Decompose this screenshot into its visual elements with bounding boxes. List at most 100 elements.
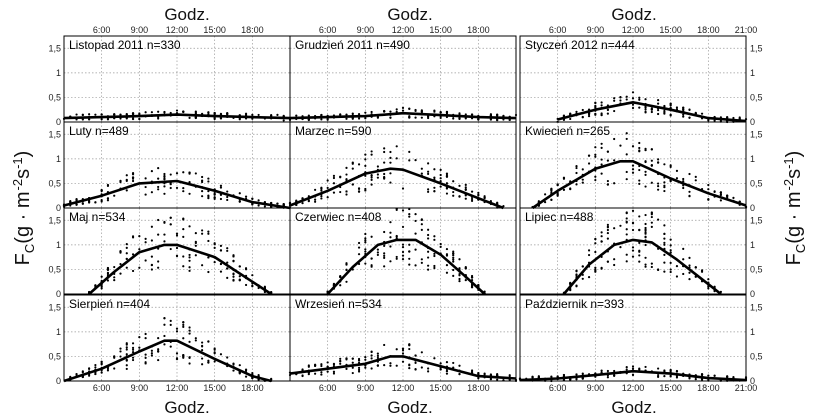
scatter-point <box>125 348 128 351</box>
scatter-point <box>383 343 386 347</box>
scatter-point <box>600 146 603 149</box>
scatter-point <box>144 237 147 241</box>
scatter-point <box>219 270 223 273</box>
scatter-point <box>682 247 685 250</box>
scatter-point <box>713 190 716 194</box>
scatter-point <box>157 337 160 340</box>
scatter-point <box>464 197 467 200</box>
scatter-point <box>587 249 591 252</box>
scatter-point <box>332 176 336 180</box>
scatter-point <box>401 243 405 246</box>
x-tick-label: 12:00 <box>622 25 645 35</box>
scatter-point <box>439 177 442 180</box>
scatter-point <box>663 243 666 246</box>
scatter-point <box>125 257 128 260</box>
x-axis-label-top-2: Godz. <box>387 5 432 24</box>
scatter-point <box>131 117 135 120</box>
scatter-point <box>213 351 216 354</box>
scatter-point <box>594 105 597 108</box>
scatter-point <box>307 200 310 203</box>
scatter-point <box>150 349 153 352</box>
scatter-point <box>138 346 141 349</box>
scatter-point <box>575 183 578 186</box>
scatter-point <box>194 172 197 175</box>
scatter-point <box>669 113 672 116</box>
scatter-point <box>726 375 729 378</box>
scatter-point <box>395 257 398 260</box>
scatter-point <box>138 336 141 339</box>
scatter-point <box>364 174 367 177</box>
scatter-point <box>433 357 436 360</box>
scatter-point <box>650 164 653 167</box>
scatter-point <box>625 212 628 215</box>
scatter-point <box>657 374 660 378</box>
scatter-point <box>188 329 191 332</box>
scatter-point <box>401 254 405 257</box>
scatter-point <box>644 108 647 111</box>
scatter-point <box>688 264 691 267</box>
scatter-point <box>477 191 480 194</box>
scatter-point <box>163 174 166 178</box>
scatter-point <box>125 364 128 367</box>
scatter-point <box>638 96 641 99</box>
scatter-point <box>232 260 235 263</box>
scatter-point <box>194 116 197 119</box>
scatter-point <box>414 367 417 371</box>
scatter-point <box>644 160 647 164</box>
scatter-point <box>631 103 635 106</box>
scatter-point <box>339 357 342 360</box>
scatter-point <box>458 258 461 261</box>
scatter-point <box>345 173 348 176</box>
scatter-point <box>182 356 185 359</box>
scatter-point <box>445 247 449 251</box>
scatter-point <box>364 239 367 242</box>
scatter-point <box>339 275 342 278</box>
scatter-point <box>106 279 110 282</box>
scatter-point <box>433 168 436 171</box>
scatter-point <box>100 371 103 374</box>
x-tick-label: 12:00 <box>166 383 189 393</box>
scatter-point <box>408 215 411 218</box>
scatter-point <box>625 228 628 231</box>
scatter-point <box>594 270 597 273</box>
scatter-point <box>232 369 235 372</box>
y-tick-label: 1 <box>750 68 755 78</box>
scatter-point <box>445 253 449 256</box>
panel-7: Maj n=534 0 0,5 1 1,5 <box>48 207 291 299</box>
scatter-point <box>244 195 248 198</box>
scatter-point <box>575 284 578 287</box>
panel-title: Kwiecień n=265 <box>525 124 610 138</box>
scatter-point <box>345 367 348 370</box>
scatter-point <box>194 232 197 235</box>
scatter-point <box>332 372 336 375</box>
scatter-point <box>452 250 455 253</box>
scatter-point <box>657 112 660 116</box>
scatter-point <box>364 158 367 161</box>
y-tick-label: 0 <box>56 376 61 386</box>
scatter-point <box>550 188 553 191</box>
scatter-point <box>100 285 103 288</box>
scatter-point <box>351 183 354 186</box>
scatter-point <box>408 107 411 110</box>
scatter-point <box>238 200 241 203</box>
scatter-point <box>650 108 653 111</box>
panel-title: Sierpień n=404 <box>69 297 150 311</box>
scatter-point <box>119 355 122 358</box>
scatter-point <box>401 360 405 363</box>
scatter-point <box>389 110 392 113</box>
scatter-point <box>625 178 628 181</box>
scatter-point <box>707 374 710 377</box>
scatter-point <box>188 269 191 272</box>
scatter-point <box>326 196 329 199</box>
scatter-point <box>625 132 628 135</box>
scatter-point <box>100 275 103 278</box>
scatter-point <box>339 284 342 287</box>
scatter-point <box>188 340 191 343</box>
scatter-point <box>238 275 241 278</box>
scatter-point <box>619 144 622 147</box>
scatter-point <box>144 185 147 189</box>
scatter-point <box>301 202 304 205</box>
scatter-point <box>376 354 379 357</box>
scatter-point <box>420 228 423 231</box>
scatter-point <box>131 176 135 179</box>
